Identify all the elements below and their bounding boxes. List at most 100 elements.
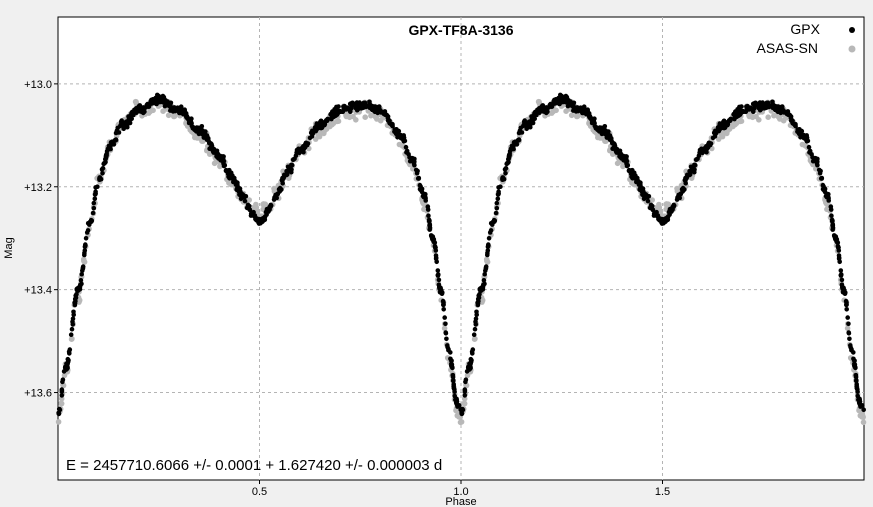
gpx-point [836,248,842,253]
gpx-point [849,346,854,352]
gpx-point [309,134,315,139]
gpx-point [221,163,227,169]
gpx-point [628,171,634,176]
gpx-point [232,175,237,181]
gpx-point [585,108,590,114]
gpx-point [610,146,615,151]
asas-sn-point [69,335,75,342]
gpx-point [674,197,680,202]
gpx-point [93,191,98,196]
gpx-point [844,307,849,312]
gpx-point [443,330,449,335]
y-tick-label: +13.6 [24,388,52,400]
gpx-point [65,361,70,366]
gpx-point [182,108,187,114]
asas-sn-point [777,116,783,122]
gpx-point [200,130,205,135]
gpx-point [329,113,335,119]
gpx-point [609,136,614,141]
gpx-point [414,170,420,176]
asas-sn-point [76,297,83,304]
gpx-point [822,187,827,192]
gpx-point [196,131,202,137]
gpx-point [434,259,440,265]
gpx-point [540,103,546,108]
gpx-point [472,326,478,332]
gpx-point [840,285,845,290]
gpx-point [839,277,845,283]
gpx-point [481,278,487,283]
asas-sn-point [724,130,730,137]
asas-sn-point [674,185,680,192]
gpx-point [486,236,492,241]
gpx-point [475,301,481,306]
asas-sn-point [441,325,448,332]
gpx-point [712,134,718,139]
gpx-point [599,125,604,131]
gpx-point [277,185,283,191]
asas-sn-point [649,197,655,203]
asas-sn-point [192,134,198,141]
gpx-point [455,404,460,409]
gpx-point [622,155,627,160]
gpx-point [803,133,808,139]
gpx-point [126,119,131,125]
gpx-point [284,172,289,178]
gpx-point [847,336,852,342]
gpx-point [478,288,484,294]
gpx-point [483,264,489,269]
asas-sn-point [472,335,478,342]
asas-sn-point [246,197,252,203]
gpx-point [844,300,849,306]
asas-sn-point [329,121,335,128]
gpx-point [340,109,346,115]
gpx-point [141,110,146,116]
gpx-point [764,103,769,108]
gpx-point [692,162,698,168]
gpx-point [368,103,373,108]
gpx-point [760,103,765,109]
asas-sn-point [860,419,867,426]
gpx-point [196,125,201,131]
asas-sn-point [844,325,851,332]
gpx-point [463,377,469,383]
gpx-point [305,142,310,148]
gpx-point [421,194,427,200]
gpx-point [71,312,76,318]
gpx-point [833,234,838,240]
gpx-point [614,146,620,152]
x-tick-label: 1.5 [655,486,670,498]
gpx-point [98,176,104,182]
gpx-point [588,116,594,121]
gpx-point [549,104,554,109]
gpx-point [80,264,86,269]
gpx-point [59,393,65,398]
legend-marker-gpx [849,27,855,33]
asas-sn-point [312,136,319,142]
gpx-point [132,108,138,114]
gpx-point [185,116,191,121]
gpx-point [235,180,240,185]
gpx-point [503,171,508,176]
gpx-point [88,217,94,223]
gpx-point [372,109,378,115]
gpx-point [321,121,327,127]
gpx-point [796,130,801,135]
gpx-point [288,166,294,172]
gpx-point [206,136,211,141]
asas-sn-point [665,201,672,207]
gpx-point [697,150,702,156]
gpx-point [435,268,441,273]
asas-sn-point [553,107,559,114]
gpx-point [437,285,442,290]
gpx-point [336,104,341,109]
gpx-point [462,387,468,392]
asas-sn-point [421,206,427,213]
asas-sn-point [824,206,830,213]
gpx-point [839,272,844,277]
gpx-point [474,312,480,318]
gpx-point [67,351,72,356]
gpx-point [819,175,825,181]
gpx-point [432,243,438,249]
gpx-point [294,150,299,156]
